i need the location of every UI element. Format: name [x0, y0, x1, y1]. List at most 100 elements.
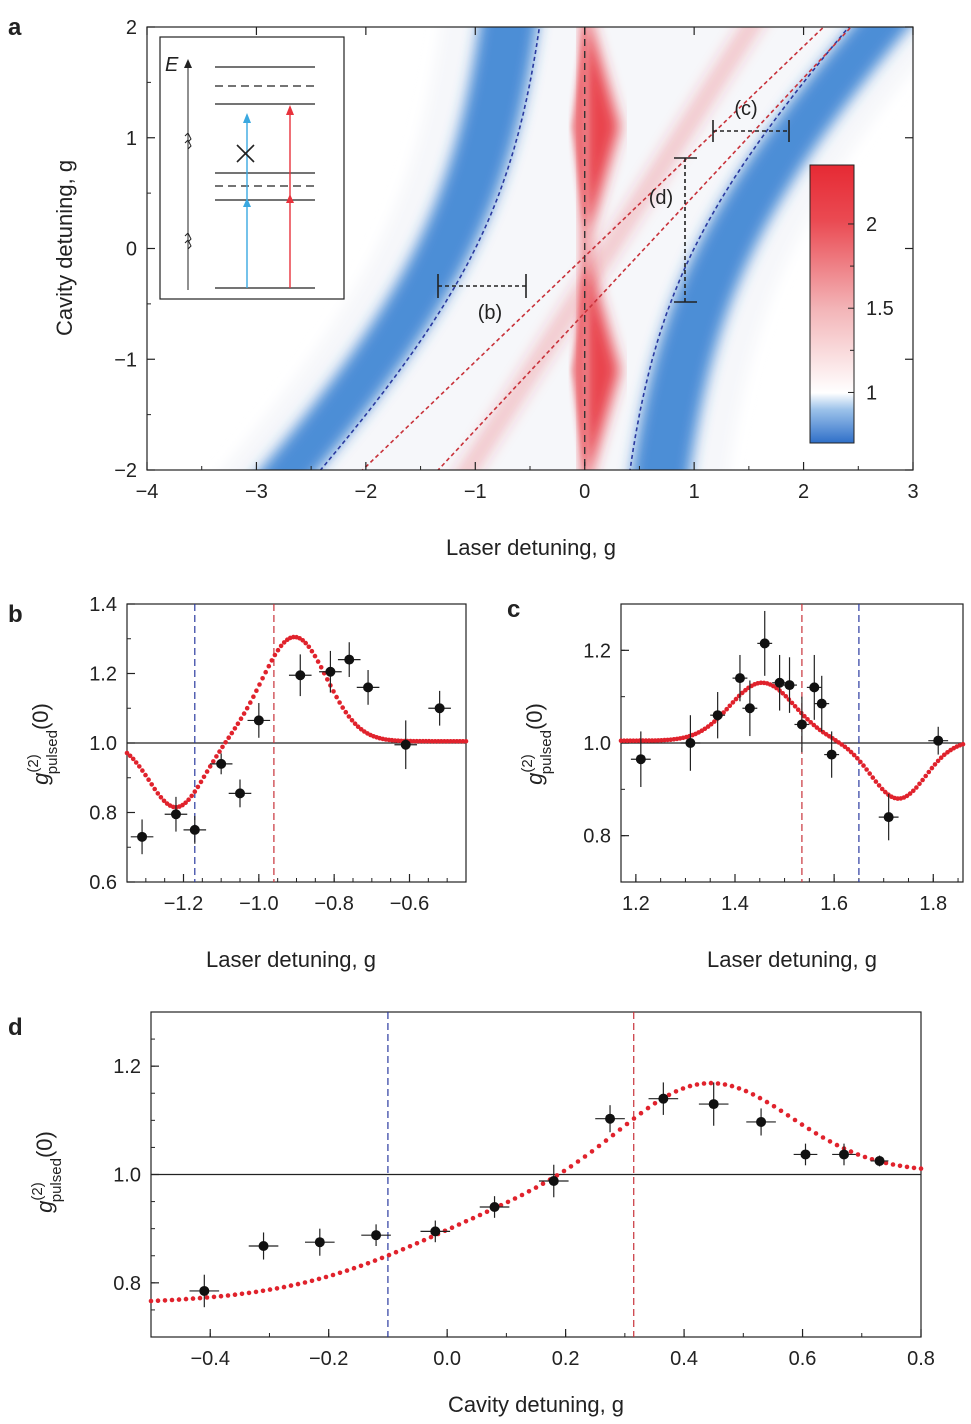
x-tick-label: 0: [579, 481, 590, 503]
theory-dot: [183, 800, 188, 805]
theory-dot: [198, 779, 204, 785]
theory-dot: [918, 1166, 924, 1171]
red-band-center: [583, 27, 620, 470]
theory-dot: [449, 1225, 455, 1230]
theory-dot: [263, 669, 269, 675]
theory-dot: [358, 1263, 364, 1269]
data-point-group: [428, 690, 451, 726]
data-point-group: [337, 642, 361, 677]
data-point-group: [305, 1228, 335, 1256]
data-point: [295, 670, 306, 681]
data-point: [708, 1099, 719, 1110]
theory-dot: [802, 713, 807, 719]
panel-b-plot: −1.2 −1.0 −0.8 −0.6 0.6 0.8 1.0 1.2 1.4: [89, 594, 469, 915]
data-point-group: [164, 796, 188, 832]
energy-level-inset: E: [159, 36, 345, 300]
theory-dot: [266, 663, 272, 669]
data-point: [363, 682, 374, 693]
x-tick-label: 0.0: [433, 1348, 461, 1370]
data-point: [809, 682, 820, 693]
theory-dot: [786, 697, 792, 702]
theory-dot: [281, 1284, 287, 1290]
theory-dot: [253, 1289, 259, 1295]
data-point: [756, 1116, 767, 1127]
theory-dot: [260, 676, 265, 681]
theory-dot: [568, 1164, 574, 1169]
theory-dot: [839, 742, 844, 747]
theory-dot: [960, 741, 966, 747]
x-tick-label: 0.8: [907, 1348, 935, 1370]
theory-dot: [325, 677, 330, 682]
panel-d-ylabel-base: g: [32, 1200, 57, 1213]
colorbar-ticks: 11.52: [848, 214, 894, 404]
theory-dot: [400, 1247, 406, 1252]
theory-curve: [124, 634, 469, 810]
theory-dot: [352, 721, 358, 726]
data-point-group: [793, 1143, 818, 1166]
data-point-group: [247, 703, 271, 738]
data-point: [235, 788, 245, 799]
theory-dot: [365, 1261, 371, 1266]
data-point-group: [479, 1196, 510, 1218]
theory-dot: [764, 1099, 770, 1105]
y-tick-label: 1.4: [89, 594, 117, 616]
y-tick-label: 0.8: [113, 1273, 141, 1295]
data-point-group: [732, 654, 748, 702]
theory-dot: [225, 1293, 231, 1298]
data-point: [685, 738, 696, 748]
theory-dot: [180, 802, 185, 808]
theory-dot: [189, 793, 194, 799]
data-point: [258, 1241, 269, 1251]
segment-d: [674, 157, 697, 303]
theory-dot: [218, 1293, 224, 1299]
panel-label-b: b: [8, 601, 23, 628]
theory-dot: [470, 1215, 476, 1221]
theory-dot: [197, 1295, 203, 1301]
panel-d-xlabel: Cavity detuning, g: [448, 1392, 624, 1417]
theory-dot: [743, 1088, 749, 1094]
panel-d-ylabel: g(2) pulsed(0): [29, 1131, 65, 1213]
theory-dot: [631, 1116, 637, 1121]
data-point: [548, 1176, 559, 1186]
theory-dot: [149, 782, 154, 787]
data-point-group: [680, 715, 701, 771]
theory-dot: [883, 1160, 889, 1166]
data-point-group: [806, 654, 822, 720]
data-point-group: [742, 680, 758, 737]
theory-dot: [920, 777, 925, 783]
theory-dot: [820, 1135, 826, 1140]
x-tick-label: −2: [354, 481, 377, 503]
theory-dot: [241, 711, 247, 716]
theory-dot: [610, 1132, 616, 1138]
theory-dot: [146, 777, 151, 782]
theory-dot: [127, 753, 133, 759]
theory-dot: [589, 1149, 595, 1154]
x-tick-label: 0.2: [552, 1348, 580, 1370]
theory-dot: [226, 735, 231, 740]
theory-dot: [603, 1138, 609, 1143]
x-tick-label: −3: [245, 481, 268, 503]
theory-dot: [229, 730, 235, 736]
segment-b: [437, 274, 527, 298]
data-point-group: [832, 1143, 856, 1166]
y-tick-label: 0.8: [89, 803, 117, 825]
theory-dot: [278, 643, 284, 649]
theory-dot: [757, 1095, 763, 1101]
theory-dot: [694, 1082, 700, 1087]
theory-dot: [217, 749, 222, 754]
data-point-group: [794, 696, 810, 753]
data-point-group: [361, 1224, 391, 1246]
data-point: [759, 638, 770, 649]
panel-b-ylabel-sup: (2): [25, 754, 42, 772]
blue-band-right: [632, 27, 910, 470]
data-point: [839, 1149, 849, 1160]
theory-dot: [300, 638, 306, 643]
data-point-group: [630, 731, 651, 788]
theory-dot: [811, 722, 817, 728]
theory-dot: [702, 726, 708, 732]
theory-dot: [343, 709, 349, 715]
theory-dot: [124, 750, 130, 756]
panel-label-c: c: [507, 596, 520, 623]
y-tick-label: 2: [126, 17, 137, 39]
panel-c-ylabel-sub: pulsed: [538, 730, 555, 774]
